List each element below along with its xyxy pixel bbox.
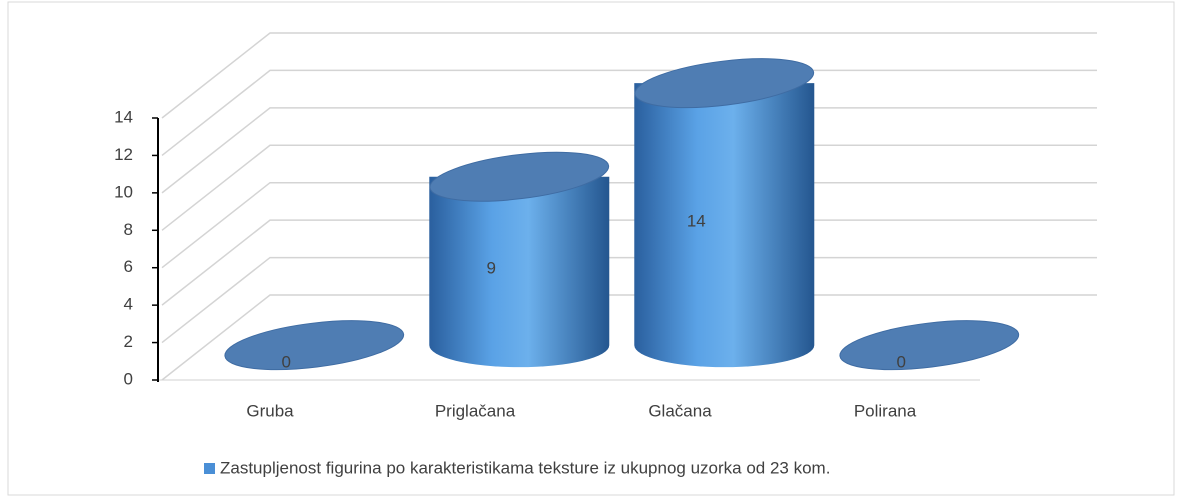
cylinder	[429, 151, 610, 368]
cylinder	[224, 320, 405, 371]
cylinder-top	[634, 58, 815, 109]
y-tick-label: 6	[124, 257, 133, 276]
data-label: 9	[487, 258, 496, 277]
y-tick-label: 14	[114, 107, 133, 126]
y-tick-label: 4	[124, 295, 133, 314]
x-tick-label: Gruba	[246, 401, 294, 420]
data-label: 14	[687, 212, 706, 231]
grid-line	[161, 219, 1097, 306]
grid-line	[161, 32, 1097, 119]
cylinder	[634, 58, 815, 368]
grid-line	[161, 181, 1097, 269]
y-tick-label: 12	[114, 145, 133, 164]
legend: Zastupljenost figurina po karakteristika…	[204, 458, 830, 477]
cylinder-top	[224, 320, 405, 371]
grid-line	[161, 294, 1097, 381]
grid-line	[161, 144, 1097, 231]
data-label: 0	[282, 353, 291, 372]
y-tick-label: 10	[114, 182, 133, 201]
y-tick-label: 8	[124, 220, 133, 239]
cylinder-body	[634, 83, 815, 368]
data-label: 0	[897, 353, 906, 372]
x-tick-label: Priglačana	[435, 401, 516, 420]
cylinder-top	[839, 320, 1020, 371]
y-tick-label: 0	[124, 369, 133, 388]
cylinder-body	[429, 176, 610, 368]
cylinder	[839, 320, 1020, 371]
y-tick-label: 2	[124, 332, 133, 351]
grid-line	[161, 69, 1097, 157]
grid-line	[161, 256, 1097, 344]
cylinder-top	[429, 151, 610, 202]
grid-line	[161, 107, 1097, 194]
legend-label: Zastupljenost figurina po karakteristika…	[220, 458, 830, 477]
legend-swatch	[204, 463, 215, 474]
x-tick-label: Glačana	[648, 401, 712, 420]
x-tick-label: Polirana	[854, 401, 917, 420]
chart-border	[7, 1, 1175, 496]
